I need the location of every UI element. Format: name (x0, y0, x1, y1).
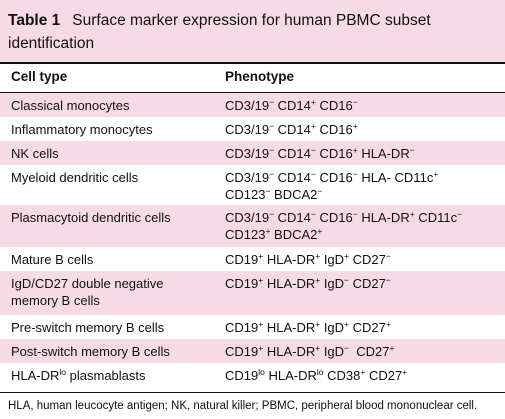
marker-superscript: + (389, 343, 395, 353)
marker-superscript: − (269, 169, 275, 179)
marker-superscript: + (258, 251, 264, 261)
marker-superscript: + (258, 319, 264, 329)
cell-type: Post-switch memory B cells (11, 344, 170, 359)
marker-superscript: + (385, 319, 391, 329)
phenotype: CD3/19− CD14− CD16− HLA-DR+ CD11c− CD123+… (225, 209, 497, 243)
phenotype-line: CD123+ BDCA2+ (225, 226, 323, 242)
marker-superscript: − (269, 121, 275, 131)
marker-superscript: − (310, 169, 316, 179)
phenotype: CD19+ HLA-DR+ IgD− CD27+ (225, 343, 497, 360)
cell-type: IgD/CD27 double negative memory B cells (11, 276, 164, 308)
phenotype-line: CD3/19− CD14− CD16+ HLA-DR− (225, 145, 415, 161)
table-row: Classical monocytes CD3/19− CD14+ CD16− (0, 93, 505, 117)
table-row: IgD/CD27 double negative memory B cells C… (0, 271, 505, 315)
marker-superscript: − (457, 209, 463, 219)
marker-superscript: + (317, 226, 323, 236)
marker-superscript: − (385, 275, 391, 285)
column-header-cell-type: Cell type (11, 69, 68, 84)
marker-superscript: + (315, 275, 321, 285)
marker-superscript: + (360, 367, 366, 377)
phenotype-line: CD3/19− CD14− CD16− HLA- CD11c+ (225, 169, 439, 185)
phenotype-line: CD19+ HLA-DR+ IgD+ CD27− (225, 251, 391, 267)
table-row: Inflammatory monocytes CD3/19− CD14+ CD16… (0, 117, 505, 141)
marker-superscript: + (315, 319, 321, 329)
cell-type: NK cells (11, 146, 59, 161)
phenotype: CD19+ HLA-DR+ IgD+ CD27+ (225, 319, 497, 336)
marker-superscript: + (344, 319, 350, 329)
bottom-rule (0, 392, 505, 393)
cell-type: Pre-switch memory B cells (11, 320, 165, 335)
phenotype-line: CD123− BDCA2− (225, 186, 323, 202)
phenotype-line: CD19+ HLA-DR+ IgD− CD27− (225, 275, 391, 291)
phenotype: CD3/19− CD14+ CD16− (225, 97, 497, 114)
marker-superscript: + (344, 251, 350, 261)
table-row: HLA-DRlo plasmablasts CD19lo HLA-DRlo CD3… (0, 363, 505, 391)
marker-superscript: + (352, 121, 358, 131)
marker-superscript: + (433, 169, 439, 179)
marker-superscript: − (352, 209, 358, 219)
marker-superscript: + (310, 121, 316, 131)
cell-type: HLA-DRlo plasmablasts (11, 367, 146, 383)
marker-superscript: − (385, 251, 391, 261)
marker-superscript: lo (316, 367, 324, 377)
marker-superscript: − (265, 186, 271, 196)
phenotype-line: CD3/19− CD14− CD16− HLA-DR+ CD11c− (225, 209, 463, 225)
cell-type: Inflammatory monocytes (11, 122, 153, 137)
table-number: Table 1 (8, 12, 61, 29)
phenotype-line: CD19+ HLA-DR+ IgD+ CD27+ (225, 319, 391, 335)
cell-type: Mature B cells (11, 252, 94, 267)
marker-superscript: lo (258, 367, 265, 377)
marker-superscript: + (258, 343, 264, 353)
table-row: Post-switch memory B cells CD19+ HLA-DR+ … (0, 339, 505, 363)
column-header-phenotype: Phenotype (225, 69, 295, 84)
table-caption: Table 1 Surface marker expression for hum… (0, 0, 505, 62)
marker-superscript: − (310, 209, 316, 219)
phenotype-line: CD19+ HLA-DR+ IgD− CD27+ (225, 343, 395, 359)
marker-superscript: − (344, 275, 350, 285)
marker-superscript: + (409, 209, 415, 219)
marker-superscript: − (269, 97, 275, 107)
cell-type: Myeloid dendritic cells (11, 170, 139, 185)
marker-superscript: − (344, 343, 350, 353)
marker-superscript: + (265, 226, 271, 236)
phenotype-line: CD19lo HLA-DRlo CD38+ CD27+ (225, 367, 408, 383)
table-row: Pre-switch memory B cells CD19+ HLA-DR+ I… (0, 315, 505, 339)
marker-superscript: + (402, 367, 408, 377)
table-row: Myeloid dendritic cells CD3/19− CD14− CD1… (0, 165, 505, 205)
marker-superscript: + (315, 251, 321, 261)
header-rule (0, 92, 505, 93)
marker-superscript: − (269, 209, 275, 219)
marker-superscript: lo (59, 367, 67, 377)
marker-superscript: + (315, 343, 321, 353)
top-rule (0, 62, 505, 64)
table-row: Plasmacytoid dendritic cells CD3/19− CD14… (0, 205, 505, 247)
marker-superscript: − (352, 169, 358, 179)
marker-superscript: − (310, 145, 316, 155)
phenotype-line: CD3/19− CD14+ CD16+ (225, 121, 358, 137)
marker-superscript: + (310, 97, 316, 107)
marker-superscript: − (409, 145, 415, 155)
phenotype: CD3/19− CD14− CD16− HLA- CD11c+ CD123− BD… (225, 169, 497, 203)
table-row: NK cells CD3/19− CD14− CD16+ HLA-DR− (0, 141, 505, 165)
phenotype: CD19lo HLA-DRlo CD38+ CD27+ (225, 367, 497, 384)
marker-superscript: + (352, 145, 358, 155)
marker-superscript: − (269, 145, 275, 155)
marker-superscript: − (352, 97, 358, 107)
phenotype-line: CD3/19− CD14+ CD16− (225, 97, 358, 113)
phenotype: CD3/19− CD14+ CD16+ (225, 121, 497, 138)
footnote: HLA, human leucocyte antigen; NK, natura… (8, 400, 478, 412)
marker-superscript: − (317, 186, 323, 196)
table-title: Surface marker expression for human PBMC… (8, 12, 431, 52)
cell-type: Plasmacytoid dendritic cells (11, 210, 171, 225)
phenotype: CD19+ HLA-DR+ IgD− CD27− (225, 275, 497, 292)
phenotype: CD3/19− CD14− CD16+ HLA-DR− (225, 145, 497, 162)
cell-type: Classical monocytes (11, 98, 130, 113)
phenotype: CD19+ HLA-DR+ IgD+ CD27− (225, 251, 497, 268)
marker-superscript: + (258, 275, 264, 285)
table-row: Mature B cells CD19+ HLA-DR+ IgD+ CD27− (0, 247, 505, 271)
